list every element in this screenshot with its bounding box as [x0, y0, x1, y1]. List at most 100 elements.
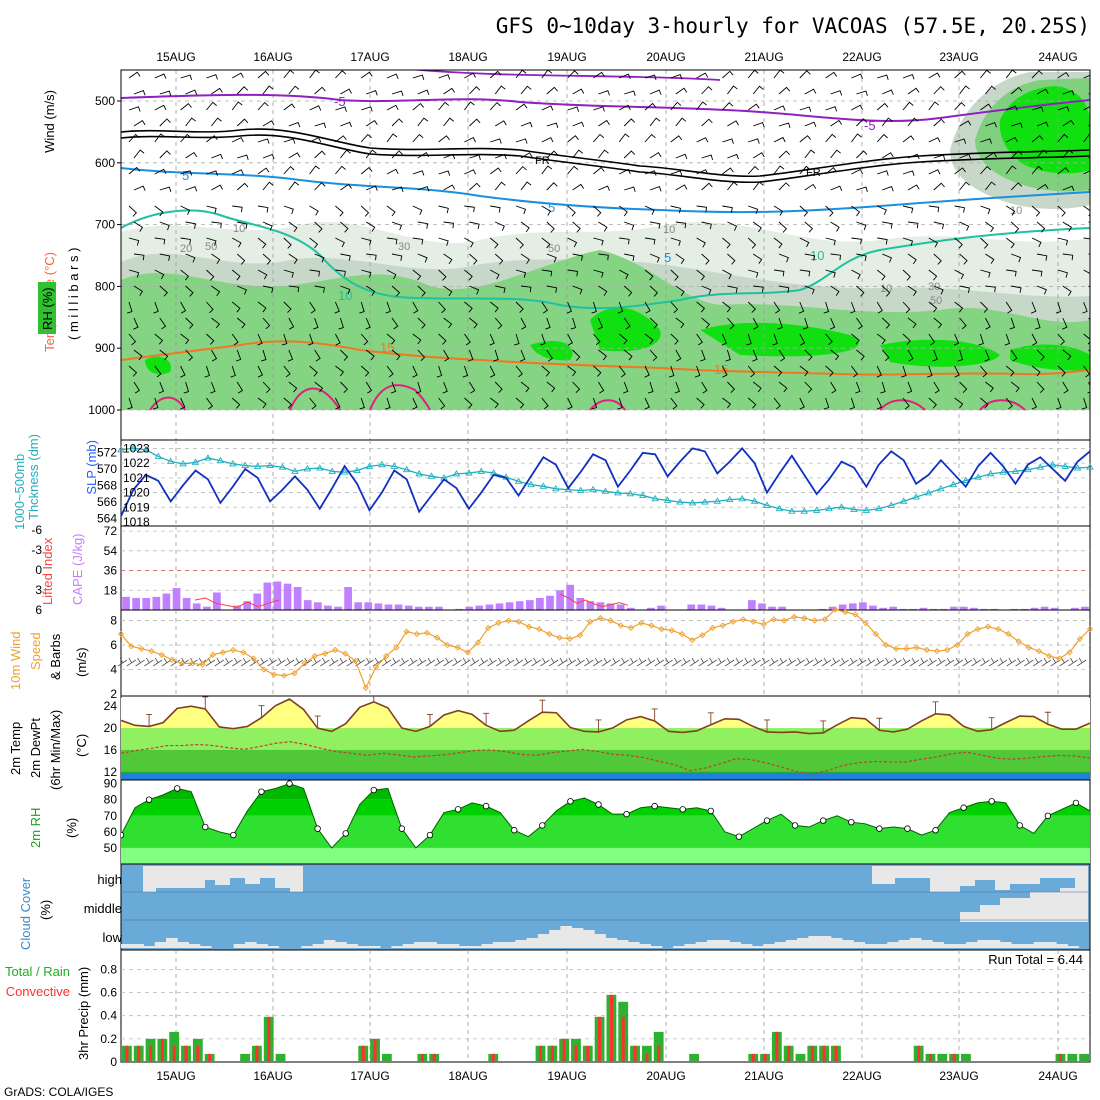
rh2m-point — [258, 788, 265, 795]
contour-minus5-lower — [408, 70, 721, 81]
run-total: Run Total = 6.44 — [988, 952, 1083, 967]
wind-barb — [1062, 119, 1075, 127]
wind10-point — [352, 657, 359, 665]
cloud-axes: high middle low — [84, 872, 123, 945]
cloud-high-block — [156, 866, 205, 888]
rh2m-point — [426, 831, 434, 839]
wind-barb — [494, 85, 506, 95]
wind10-barb — [364, 657, 374, 667]
cloud-low-block — [481, 944, 494, 948]
rh2m-point — [932, 827, 939, 834]
wind-barb — [567, 70, 579, 79]
wind10-barb — [592, 657, 603, 667]
temp-minmax-bar — [820, 720, 827, 733]
upper-gridlines — [121, 70, 1090, 440]
wind-barb — [1005, 237, 1015, 249]
wind-barb — [856, 221, 867, 231]
thickness-point — [278, 463, 287, 470]
thickness-point — [589, 485, 597, 493]
wind10-barb — [751, 657, 761, 667]
thickness-point — [241, 461, 250, 469]
wind-barb — [954, 167, 966, 175]
wind-barb — [830, 149, 841, 159]
wind-barb — [855, 381, 861, 394]
wind-barb — [365, 285, 376, 296]
wind-barb — [1036, 88, 1049, 95]
wind-barb — [701, 154, 714, 160]
contour-label: -5 — [864, 118, 876, 133]
wind-barb — [747, 365, 756, 378]
wind-barb — [520, 181, 532, 191]
cloud-low-block — [256, 944, 268, 948]
wind-barb — [856, 285, 865, 297]
wind-barb — [309, 105, 322, 111]
thickness-point — [340, 468, 349, 475]
wind-barb — [438, 74, 451, 80]
wind10-barb — [812, 657, 823, 667]
wind-barb — [856, 317, 863, 330]
cloud-low-block — [154, 942, 167, 948]
rh2m-point — [342, 830, 349, 837]
temp-minmax-bar — [764, 719, 770, 732]
cape-bar — [253, 593, 262, 610]
wind-barb — [618, 133, 630, 143]
cloud-level-label: high — [97, 872, 122, 887]
wind-barb — [391, 253, 403, 261]
wind10-barb — [152, 657, 163, 667]
wind-barb — [980, 138, 992, 144]
wind-barb — [572, 149, 583, 159]
thickness-point — [862, 506, 871, 513]
wind-barb — [1031, 165, 1043, 175]
wind-barb — [283, 237, 292, 249]
wind-barb — [980, 397, 989, 409]
wind-barb — [1057, 269, 1068, 278]
wind-barb — [747, 103, 760, 111]
contour-label: 10 — [663, 224, 675, 236]
wind-barb — [314, 381, 324, 393]
contour-label: 20 — [180, 243, 192, 255]
wind-barb — [335, 333, 341, 346]
wind-barb — [882, 221, 893, 229]
wind-barb — [624, 221, 635, 231]
wind10-point — [791, 613, 798, 621]
wind-barb — [206, 237, 217, 246]
wind-barb — [825, 269, 836, 278]
wind-barb — [675, 285, 685, 297]
wind10-point — [923, 646, 930, 654]
thickness-point — [191, 458, 200, 465]
precip-convective-bar — [125, 1045, 129, 1062]
wind-barb — [1036, 381, 1045, 394]
wind-barb — [412, 365, 418, 378]
temp2m-axes: 24 20 16 12 — [104, 699, 118, 779]
rh-band — [121, 815, 1090, 848]
rh2m-point — [286, 780, 293, 787]
wind-barb — [1031, 106, 1044, 112]
wind-barb — [262, 153, 275, 160]
wind-barb — [211, 221, 222, 229]
thickness-point — [626, 489, 635, 497]
wind-barb — [335, 237, 345, 248]
wind-barb — [624, 90, 636, 96]
wind-barb — [694, 365, 701, 378]
temp-minmax-bar — [595, 719, 602, 732]
wind-barb — [468, 349, 474, 362]
wind-barb — [489, 397, 499, 409]
wind10-point — [913, 644, 920, 651]
rh2m-point — [370, 786, 377, 794]
wind-barb — [933, 221, 945, 230]
wind-barb — [257, 365, 264, 378]
wind-barb — [902, 237, 914, 246]
wind-barb — [696, 301, 706, 313]
wind-barb — [386, 73, 399, 79]
wind-barb — [830, 90, 843, 96]
rh2m-point — [876, 825, 883, 832]
wind-barb — [366, 185, 378, 191]
wind-barb — [851, 168, 863, 175]
wind10-point — [648, 622, 655, 629]
thickness-point — [949, 480, 958, 488]
thickness-point — [763, 501, 771, 508]
wind-barb — [696, 269, 706, 281]
wind-barb — [799, 135, 812, 143]
cape-bar — [980, 608, 988, 610]
li-tick-label: 6 — [35, 603, 42, 617]
